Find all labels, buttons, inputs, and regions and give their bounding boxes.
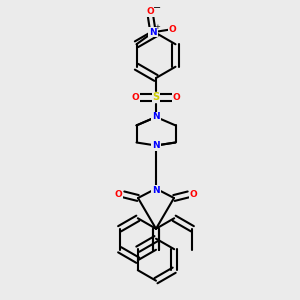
- Text: O: O: [172, 93, 180, 102]
- Text: O: O: [189, 190, 197, 199]
- Text: N: N: [152, 141, 160, 150]
- Text: S: S: [152, 92, 160, 103]
- Text: −: −: [153, 3, 161, 13]
- Text: N: N: [152, 112, 160, 122]
- Text: O: O: [132, 93, 140, 102]
- Text: O: O: [115, 190, 123, 199]
- Text: N: N: [149, 28, 157, 37]
- Text: +: +: [154, 24, 160, 30]
- Text: O: O: [169, 26, 177, 34]
- Text: O: O: [147, 7, 154, 16]
- Text: N: N: [152, 186, 160, 195]
